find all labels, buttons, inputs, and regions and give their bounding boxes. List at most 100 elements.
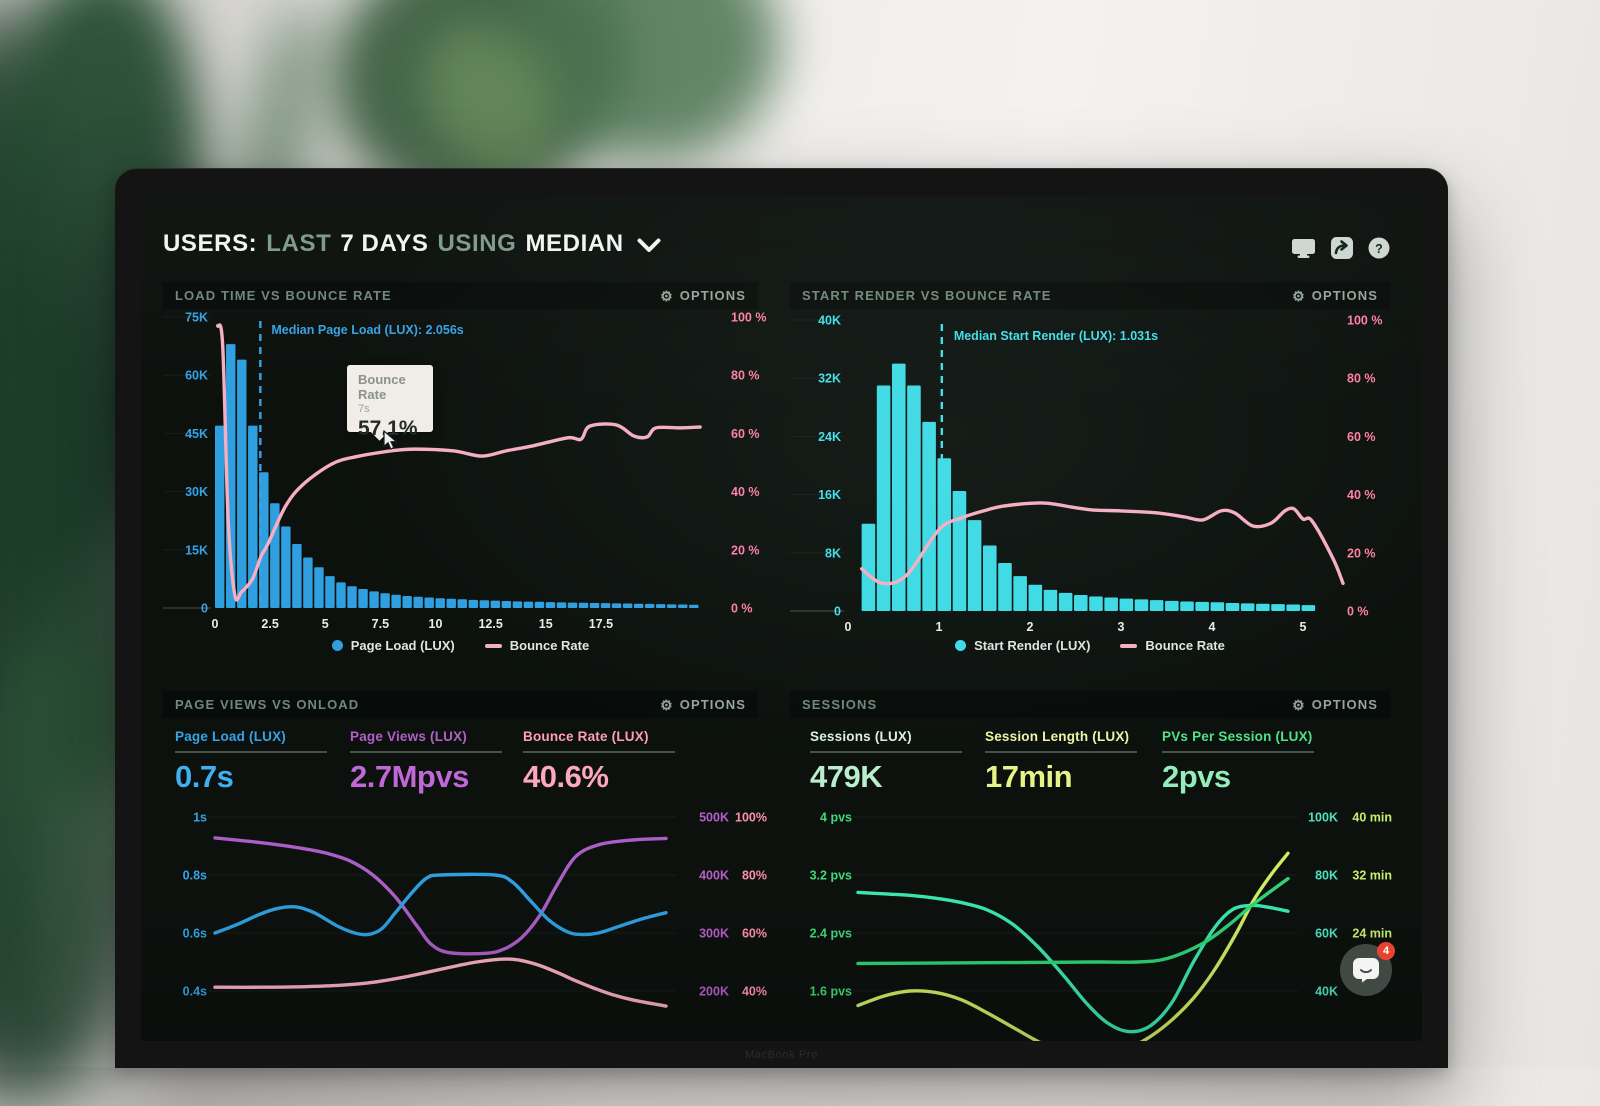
bar[interactable] <box>998 562 1012 611</box>
bar[interactable] <box>600 603 611 608</box>
bar[interactable] <box>1074 594 1088 611</box>
metric-value: 40.6% <box>523 759 609 794</box>
options-button[interactable]: ⚙ OPTIONS <box>1292 697 1378 712</box>
bar[interactable] <box>501 601 512 608</box>
panel-title: SESSIONS <box>802 697 878 712</box>
bar[interactable] <box>907 385 921 611</box>
bar[interactable] <box>611 603 622 608</box>
bar[interactable] <box>1043 589 1058 611</box>
bar[interactable] <box>667 604 677 608</box>
bar[interactable] <box>589 602 600 608</box>
options-button[interactable]: ⚙ OPTIONS <box>660 697 746 712</box>
bar[interactable] <box>336 582 346 608</box>
bar[interactable] <box>983 545 997 611</box>
bar[interactable] <box>479 600 490 608</box>
legend-line-marker <box>1120 643 1138 648</box>
bar[interactable] <box>656 604 666 608</box>
panel-titlebar: LOAD TIME VS BOUNCE RATE ⚙ OPTIONS <box>163 282 758 309</box>
laptop-brand-text: MacBook Pro <box>745 1049 818 1061</box>
bar[interactable] <box>1256 603 1270 611</box>
bar[interactable] <box>1089 596 1103 611</box>
options-label: OPTIONS <box>1311 288 1378 303</box>
bar[interactable] <box>952 490 967 611</box>
bar[interactable] <box>358 588 368 608</box>
bar[interactable] <box>347 586 357 608</box>
bar[interactable] <box>1149 600 1164 611</box>
sessions-chart[interactable]: 4 pvs 100K 40 min 3.2 pvs 80K 32 min 2.4 pvs 60… <box>790 691 1392 1041</box>
bar[interactable] <box>545 602 556 608</box>
bar[interactable] <box>534 601 545 608</box>
laptop-bezel: USERS: LAST 7 DAYS USING MEDIAN <box>115 168 1448 1068</box>
chat-widget-button[interactable]: 4 <box>1340 942 1395 996</box>
bar[interactable] <box>1165 600 1179 611</box>
bar[interactable] <box>1058 592 1073 611</box>
bar[interactable] <box>314 567 324 608</box>
bar[interactable] <box>512 601 523 608</box>
bar[interactable] <box>578 602 589 608</box>
bar[interactable] <box>270 503 280 608</box>
options-button[interactable]: ⚙ OPTIONS <box>660 288 746 303</box>
panel-start-render-vs-bounce-rate: START RENDER VS BOUNCE RATE ⚙ OPTIONS 40… <box>790 282 1390 684</box>
median-annotation: Median Start Render (LUX): 1.031s <box>954 329 1158 343</box>
bar[interactable] <box>457 599 467 608</box>
bar[interactable] <box>689 604 699 608</box>
bar[interactable] <box>237 359 247 608</box>
bar[interactable] <box>644 603 655 608</box>
bar[interactable] <box>424 597 434 608</box>
start-render-chart[interactable]: 40K 100 % 32K 80 % 24K 60 % 16K 40 % 8K 20 % 0 0 % M… <box>790 282 1390 684</box>
bar[interactable] <box>1301 605 1316 611</box>
share-icon[interactable] <box>1330 236 1354 260</box>
bar[interactable] <box>413 596 423 608</box>
bar[interactable] <box>369 591 379 608</box>
bar[interactable] <box>1134 599 1149 611</box>
bar[interactable] <box>446 598 456 608</box>
bar[interactable] <box>678 604 688 608</box>
page-views-onload-chart[interactable]: 1s 500K 100% 0.8s 400K 80% 0.6s 300K 60% 0.4s 200K… <box>163 691 767 1041</box>
bar[interactable] <box>861 523 876 611</box>
left-axis-label: 0 <box>201 602 208 616</box>
users-range-dropdown[interactable]: USERS: LAST 7 DAYS USING MEDIAN <box>163 230 661 258</box>
bar[interactable] <box>1180 601 1194 611</box>
metric-underline <box>810 751 962 753</box>
bar[interactable] <box>391 594 401 608</box>
bar[interactable] <box>468 599 478 608</box>
bar[interactable] <box>248 425 258 608</box>
bar[interactable] <box>435 598 445 608</box>
plant-leaf <box>494 0 806 188</box>
load-time-chart[interactable]: 75K 100 % 60K 80 % 45K 60 % 30K 40 % 15K 20 % 0 0 %… <box>163 282 766 684</box>
bar[interactable] <box>1240 603 1255 611</box>
bar[interactable] <box>325 576 335 608</box>
bar[interactable] <box>1286 604 1300 611</box>
bar[interactable] <box>303 557 313 608</box>
help-icon[interactable]: ? <box>1368 237 1390 259</box>
bar[interactable] <box>556 602 567 608</box>
bar[interactable] <box>876 385 891 611</box>
bar[interactable] <box>380 593 390 608</box>
bar[interactable] <box>633 603 644 608</box>
bar[interactable] <box>1119 598 1134 611</box>
bar[interactable] <box>1013 576 1027 611</box>
bar[interactable] <box>1028 584 1043 611</box>
bar[interactable] <box>215 425 225 608</box>
bar[interactable] <box>490 600 501 608</box>
options-button[interactable]: ⚙ OPTIONS <box>1292 288 1378 303</box>
bar[interactable] <box>292 543 302 608</box>
bar[interactable] <box>402 595 412 608</box>
bar[interactable] <box>281 526 291 608</box>
bar[interactable] <box>1195 601 1209 611</box>
bar[interactable] <box>1271 604 1285 611</box>
bar[interactable] <box>523 601 534 608</box>
bar[interactable] <box>967 520 982 611</box>
bar[interactable] <box>1104 597 1118 611</box>
bar[interactable] <box>1225 602 1240 611</box>
metric-label: Bounce Rate (LUX) <box>523 729 649 744</box>
bar[interactable] <box>1210 602 1225 611</box>
bar[interactable] <box>622 603 633 608</box>
display-icon[interactable] <box>1291 237 1316 259</box>
bar[interactable] <box>937 458 952 611</box>
bar[interactable] <box>922 421 936 611</box>
bar[interactable] <box>567 602 578 608</box>
bar[interactable] <box>891 363 906 611</box>
left-axis-label: 30K <box>185 485 208 499</box>
panel-title: LOAD TIME VS BOUNCE RATE <box>175 288 392 303</box>
